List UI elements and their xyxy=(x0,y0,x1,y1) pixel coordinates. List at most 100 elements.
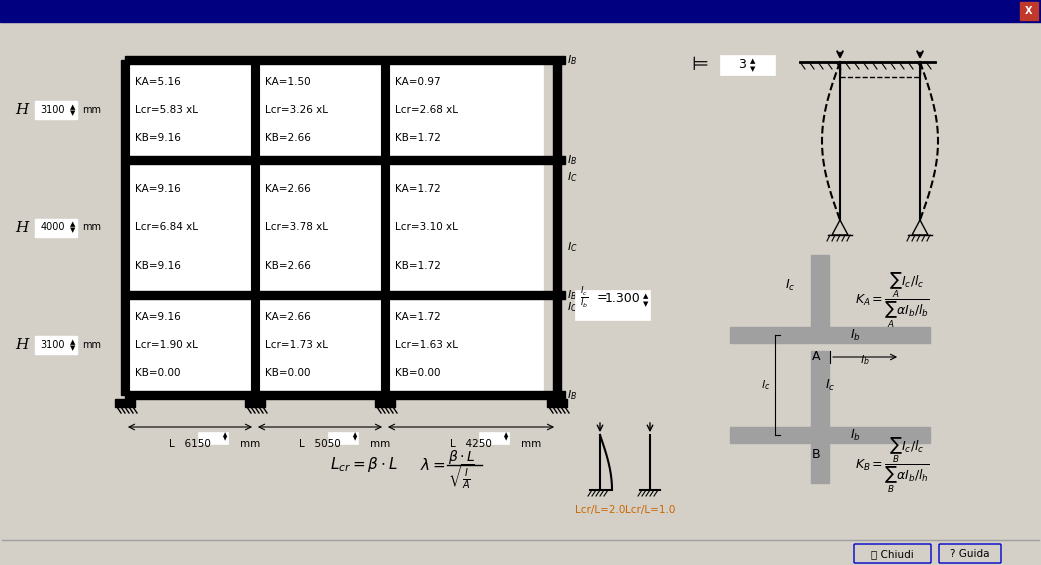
Text: KA=2.66: KA=2.66 xyxy=(265,312,311,323)
Text: ▼: ▼ xyxy=(643,301,649,307)
FancyBboxPatch shape xyxy=(854,544,931,563)
Text: KA=9.16: KA=9.16 xyxy=(135,312,181,323)
Text: mm: mm xyxy=(239,439,260,449)
Text: Lcr=1.90 xL: Lcr=1.90 xL xyxy=(135,340,198,350)
Bar xyxy=(390,299,543,391)
Text: KA=0.97: KA=0.97 xyxy=(395,77,440,88)
Text: Lcr=3.10 xL: Lcr=3.10 xL xyxy=(395,223,458,233)
Text: H: H xyxy=(15,338,28,352)
Text: Lcr=3.78 xL: Lcr=3.78 xL xyxy=(265,223,328,233)
Text: KB=0.00: KB=0.00 xyxy=(395,368,440,377)
Text: ▲: ▲ xyxy=(71,339,76,345)
Text: 3100: 3100 xyxy=(41,340,66,350)
Text: $I_C$: $I_C$ xyxy=(567,171,578,184)
Text: ▼: ▼ xyxy=(750,66,756,72)
Text: L   5050: L 5050 xyxy=(299,439,340,449)
Text: $I_C$: $I_C$ xyxy=(567,241,578,254)
Text: ▲: ▲ xyxy=(71,221,76,228)
Text: mm: mm xyxy=(520,439,541,449)
Bar xyxy=(811,255,829,335)
Text: KB=9.16: KB=9.16 xyxy=(135,260,181,271)
Text: $I_C$: $I_C$ xyxy=(567,301,578,314)
Bar xyxy=(0,0,1041,22)
Text: ▲: ▲ xyxy=(71,104,76,110)
Text: KB=2.66: KB=2.66 xyxy=(265,133,311,142)
Text: $K_A = \dfrac{\sum_A I_c/l_c}{\sum_A \alpha I_b/l_b}$: $K_A = \dfrac{\sum_A I_c/l_c}{\sum_A \al… xyxy=(855,271,930,329)
Bar xyxy=(125,291,565,299)
Text: KB=1.72: KB=1.72 xyxy=(395,260,441,271)
Text: H: H xyxy=(15,103,28,117)
Bar xyxy=(125,56,565,64)
Text: KA=5.16: KA=5.16 xyxy=(135,77,181,88)
Text: KA=1.50: KA=1.50 xyxy=(265,77,310,88)
Bar xyxy=(260,164,380,291)
Text: 1.300: 1.300 xyxy=(605,292,641,305)
Text: ▼: ▼ xyxy=(71,110,76,116)
Text: $\sqrt{\frac{I}{A}}$: $\sqrt{\frac{I}{A}}$ xyxy=(448,463,474,492)
Text: KB=2.66: KB=2.66 xyxy=(265,260,311,271)
Bar xyxy=(245,399,265,407)
Text: $\beta \cdot L$: $\beta \cdot L$ xyxy=(448,448,476,466)
Text: mm: mm xyxy=(82,340,101,350)
FancyBboxPatch shape xyxy=(939,544,1001,563)
Text: $I_b$: $I_b$ xyxy=(850,328,861,342)
Bar xyxy=(198,432,228,444)
Bar xyxy=(251,60,259,395)
Text: mm: mm xyxy=(82,223,101,233)
Text: Grafico di progetto, Snellezza e luce di calcolo dei pilastri-Elementi non vinco: Grafico di progetto, Snellezza e luce di… xyxy=(8,7,588,17)
Bar xyxy=(125,156,565,164)
Text: Lcr=1.63 xL: Lcr=1.63 xL xyxy=(395,340,458,350)
Bar xyxy=(730,427,930,443)
Text: ▼: ▼ xyxy=(353,437,357,441)
Text: =: = xyxy=(596,292,608,305)
Text: $I_B$: $I_B$ xyxy=(567,53,577,67)
Bar xyxy=(547,399,567,407)
Text: $I_c$: $I_c$ xyxy=(826,377,835,393)
Text: $I_c$: $I_c$ xyxy=(785,277,795,293)
Text: X: X xyxy=(1025,6,1033,16)
Bar xyxy=(390,64,543,156)
Text: $\frac{I_c}{I_b}$: $\frac{I_c}{I_b}$ xyxy=(580,285,589,310)
Bar xyxy=(375,399,395,407)
Text: ▲: ▲ xyxy=(643,293,649,299)
Text: $l_b$: $l_b$ xyxy=(860,353,870,367)
Text: KB=0.00: KB=0.00 xyxy=(135,368,180,377)
Text: $I_b$: $I_b$ xyxy=(850,428,861,442)
Bar xyxy=(260,299,380,391)
Bar xyxy=(130,164,250,291)
Text: 4000: 4000 xyxy=(41,223,66,233)
Text: ▼: ▼ xyxy=(71,345,76,351)
Text: $l_c$: $l_c$ xyxy=(761,378,770,392)
Text: L   4250: L 4250 xyxy=(450,439,492,449)
Text: KA=9.16: KA=9.16 xyxy=(135,184,181,194)
Bar xyxy=(328,432,358,444)
Text: ▼: ▼ xyxy=(504,437,508,441)
Bar xyxy=(381,60,389,395)
Text: A: A xyxy=(812,350,820,363)
Text: KA=1.72: KA=1.72 xyxy=(395,312,440,323)
Text: ▼: ▼ xyxy=(71,228,76,233)
Bar xyxy=(720,55,775,75)
Text: mm: mm xyxy=(82,105,101,115)
Text: ▼: ▼ xyxy=(223,437,227,441)
Bar xyxy=(35,336,77,354)
Bar xyxy=(811,443,829,483)
Text: L   6150: L 6150 xyxy=(169,439,211,449)
Text: $L_{cr}= \beta \cdot L$: $L_{cr}= \beta \cdot L$ xyxy=(330,455,398,475)
Bar xyxy=(730,327,930,343)
Bar xyxy=(115,399,135,407)
Text: 🚪 Chiudi: 🚪 Chiudi xyxy=(870,549,913,559)
Bar xyxy=(553,60,561,395)
Bar xyxy=(811,351,829,435)
Text: KB=0.00: KB=0.00 xyxy=(265,368,310,377)
Text: ▲: ▲ xyxy=(353,432,357,437)
Text: ▲: ▲ xyxy=(750,58,756,64)
Bar xyxy=(125,391,565,399)
Text: $K_B = \dfrac{\sum_B I_c/l_c}{\sum_B \alpha I_b/l_h}$: $K_B = \dfrac{\sum_B I_c/l_c}{\sum_B \al… xyxy=(855,436,930,494)
Text: ▲: ▲ xyxy=(504,432,508,437)
Bar xyxy=(575,290,650,320)
Text: ▲: ▲ xyxy=(223,432,227,437)
Text: KA=2.66: KA=2.66 xyxy=(265,184,311,194)
Text: Lcr=2.68 xL: Lcr=2.68 xL xyxy=(395,105,458,115)
Text: Lcr=6.84 xL: Lcr=6.84 xL xyxy=(135,223,198,233)
